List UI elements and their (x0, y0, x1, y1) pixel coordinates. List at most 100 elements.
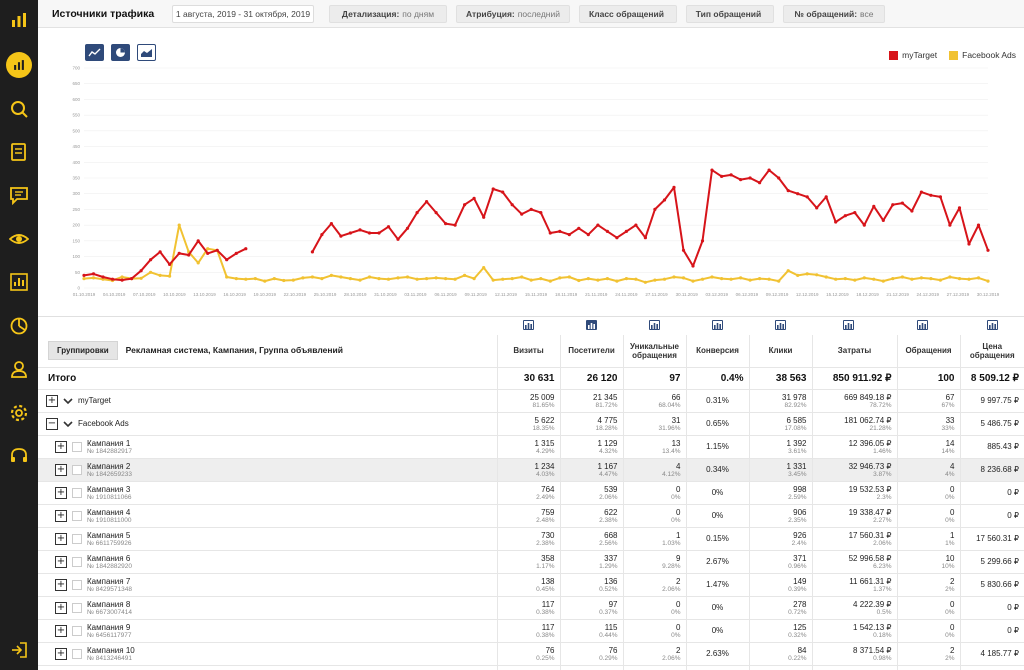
data-point[interactable] (662, 277, 667, 281)
data-point[interactable] (520, 275, 524, 279)
data-point[interactable] (596, 278, 600, 282)
data-point[interactable] (91, 276, 96, 280)
headset-icon[interactable] (7, 444, 31, 468)
expand-icon[interactable]: + (55, 555, 67, 568)
data-point[interactable] (843, 277, 847, 281)
row-checkbox[interactable] (72, 533, 82, 544)
data-point[interactable] (396, 237, 400, 241)
data-point[interactable] (548, 279, 552, 283)
data-point[interactable] (472, 196, 476, 200)
data-point[interactable] (567, 275, 571, 279)
table-row[interactable]: + Кампания 4 № 1910811000 759 2.48% 622 2.38% 0… (38, 504, 1024, 528)
data-point[interactable] (824, 275, 828, 279)
table-row[interactable]: + Кампания 10 № 8413246491 76 0.25% 76 0.29% 2 2… (38, 642, 1024, 666)
search-icon[interactable] (7, 97, 31, 121)
data-point[interactable] (720, 277, 724, 281)
row-name[interactable]: Facebook Ads (78, 419, 129, 428)
filter-detail[interactable]: Детализация: по дням (329, 5, 447, 23)
data-point[interactable] (320, 277, 324, 281)
data-point[interactable] (225, 258, 229, 262)
data-point[interactable] (681, 248, 686, 252)
data-point[interactable] (853, 211, 857, 215)
eye-icon[interactable] (7, 227, 31, 251)
data-point[interactable] (405, 275, 410, 279)
data-point[interactable] (891, 277, 895, 281)
data-point[interactable] (758, 277, 762, 281)
data-point[interactable] (929, 193, 933, 197)
data-point[interactable] (986, 248, 990, 252)
column-chart-icon[interactable] (586, 320, 597, 330)
data-point[interactable] (615, 279, 619, 283)
data-point[interactable] (215, 248, 219, 252)
data-point[interactable] (786, 269, 790, 273)
data-point[interactable] (282, 278, 286, 283)
data-point[interactable] (310, 250, 314, 254)
data-point[interactable] (872, 204, 876, 208)
chevron-down-icon[interactable] (63, 396, 73, 406)
data-point[interactable] (720, 174, 724, 178)
data-point[interactable] (558, 276, 562, 280)
data-point[interactable] (482, 215, 486, 219)
data-point[interactable] (196, 239, 200, 243)
data-point[interactable] (101, 275, 105, 279)
data-point[interactable] (444, 277, 448, 281)
data-point[interactable] (700, 277, 705, 281)
data-point[interactable] (900, 275, 905, 279)
row-name[interactable]: Кампания 5 № 6611759926 (87, 531, 131, 547)
data-point[interactable] (168, 262, 172, 266)
data-point[interactable] (900, 201, 905, 205)
column-chart-icon[interactable] (917, 320, 928, 330)
data-point[interactable] (377, 231, 381, 235)
data-point[interactable] (948, 223, 952, 227)
row-checkbox[interactable] (72, 487, 82, 498)
user-icon[interactable] (7, 357, 31, 381)
data-point[interactable] (634, 223, 638, 227)
data-point[interactable] (529, 207, 533, 211)
data-point[interactable] (453, 277, 457, 281)
table-row[interactable]: +Кампания 11№ 1820815395140.05%140.05%00… (38, 665, 1024, 670)
data-point[interactable] (491, 278, 495, 282)
table-row[interactable]: + Кампания 3 № 1910811066 764 2.49% 539 2.06% 0… (38, 481, 1024, 505)
data-point[interactable] (367, 275, 372, 279)
data-point[interactable] (729, 277, 733, 281)
row-name[interactable]: Кампания 6 № 1842882920 (87, 554, 132, 570)
data-point[interactable] (539, 277, 543, 281)
data-point[interactable] (425, 200, 429, 204)
data-point[interactable] (301, 276, 305, 280)
data-point[interactable] (777, 279, 781, 283)
data-point[interactable] (158, 273, 162, 277)
pie-chart-icon[interactable] (111, 44, 130, 61)
data-point[interactable] (605, 277, 610, 281)
data-point[interactable] (834, 277, 838, 281)
col-header-costs[interactable]: Затраты (811, 335, 897, 368)
data-point[interactable] (463, 273, 467, 277)
data-point[interactable] (386, 225, 391, 229)
logo-bars-icon[interactable] (7, 8, 31, 32)
data-point[interactable] (843, 214, 847, 218)
column-chart-icon[interactable] (775, 320, 786, 330)
row-name[interactable]: Кампания 8 № 6673007414 (87, 600, 132, 616)
data-point[interactable] (910, 277, 914, 281)
data-point[interactable] (986, 279, 990, 283)
date-range-picker[interactable]: 1 августа, 2019 - 31 октября, 2019 (172, 5, 314, 23)
legend-item-mytarget[interactable]: myTarget (889, 50, 937, 60)
data-point[interactable] (824, 195, 828, 199)
data-point[interactable] (558, 229, 562, 233)
data-point[interactable] (329, 273, 333, 277)
expand-icon[interactable]: + (55, 532, 67, 545)
column-chart-icon[interactable] (649, 320, 660, 330)
data-point[interactable] (244, 277, 248, 281)
data-point[interactable] (548, 231, 552, 235)
data-point[interactable] (672, 185, 676, 189)
data-point[interactable] (529, 278, 533, 282)
data-point[interactable] (101, 277, 105, 281)
data-point[interactable] (938, 195, 943, 199)
data-point[interactable] (862, 223, 866, 227)
data-point[interactable] (386, 277, 391, 281)
data-point[interactable] (672, 275, 676, 279)
row-name[interactable]: myTarget (78, 396, 111, 405)
data-point[interactable] (919, 276, 924, 280)
row-name[interactable]: Кампания 3 № 1910811066 (87, 485, 131, 501)
data-point[interactable] (358, 228, 362, 232)
row-name[interactable]: Кампания 2 № 1842659233 (87, 462, 132, 478)
